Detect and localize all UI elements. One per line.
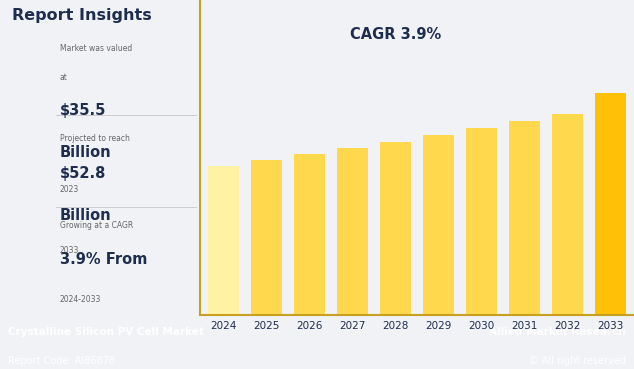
Bar: [466, 128, 497, 315]
Bar: [380, 142, 411, 315]
Bar: [595, 93, 626, 315]
Text: 2033: 2033: [60, 246, 79, 255]
Bar: [208, 166, 239, 315]
Text: Billion: Billion: [60, 208, 112, 223]
Text: Growing at a CAGR: Growing at a CAGR: [60, 221, 133, 230]
Text: Report Insights: Report Insights: [12, 8, 152, 23]
Text: Projected to reach: Projected to reach: [60, 134, 130, 143]
Bar: [251, 160, 282, 315]
Text: at: at: [60, 73, 68, 82]
Text: $52.8: $52.8: [60, 166, 107, 181]
Text: Allied Market Research: Allied Market Research: [489, 327, 626, 337]
Bar: [337, 148, 368, 315]
Text: $35.5: $35.5: [60, 103, 107, 118]
Text: 2023: 2023: [60, 184, 79, 194]
Text: 3.9% From: 3.9% From: [60, 252, 147, 268]
Bar: [294, 154, 325, 315]
Text: Crystalline Silicon PV Cell Market: Crystalline Silicon PV Cell Market: [8, 327, 204, 337]
Text: Report Code: AI86878: Report Code: AI86878: [8, 356, 115, 366]
Text: 2024-2033: 2024-2033: [60, 295, 101, 304]
Text: CAGR 3.9%: CAGR 3.9%: [349, 27, 441, 42]
Text: Market was valued: Market was valued: [60, 44, 132, 53]
Text: © All right reserved: © All right reserved: [529, 356, 626, 366]
Text: Billion: Billion: [60, 145, 112, 160]
Bar: [423, 135, 454, 315]
Bar: [509, 121, 540, 315]
Bar: [552, 114, 583, 315]
